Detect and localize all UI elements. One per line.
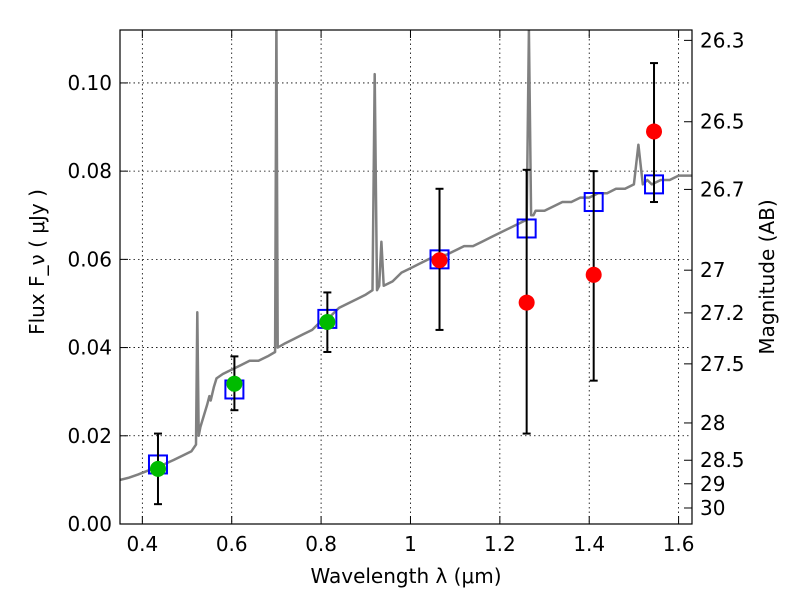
x-tick-label: 1.2 bbox=[484, 532, 516, 556]
y-right-tick-label: 28.5 bbox=[700, 448, 745, 472]
y-right-tick-label: 26.7 bbox=[700, 177, 745, 201]
x-axis-title: Wavelength λ (μm) bbox=[310, 564, 501, 588]
plot-data bbox=[120, 30, 692, 482]
y-tick-label: 0.00 bbox=[67, 512, 112, 536]
measurement-point bbox=[518, 294, 535, 311]
detection-point bbox=[226, 375, 243, 392]
detection-point bbox=[149, 460, 166, 477]
plot-frame bbox=[119, 29, 693, 525]
model-spectrum-line bbox=[120, 30, 692, 482]
x-tick-label: 0.8 bbox=[305, 532, 337, 556]
x-axis: 0.4 0.6 0.8 1 1.2 1.4 1.6 bbox=[126, 30, 695, 556]
y-tick-label: 0.10 bbox=[67, 71, 112, 95]
y-right-tick-label: 27.5 bbox=[700, 352, 745, 376]
y-right-tick-label: 26.3 bbox=[700, 28, 745, 52]
detection-point bbox=[319, 313, 336, 330]
y-axis-left: 0.00 0.02 0.04 0.06 0.08 0.10 bbox=[67, 71, 128, 536]
x-tick-label: 0.4 bbox=[126, 532, 158, 556]
y-axis-right-title: Magnitude (AB) bbox=[755, 199, 779, 354]
measurement-point bbox=[585, 266, 602, 283]
measurement-point bbox=[431, 252, 448, 269]
y-axis-title: Flux F_ν ( μJy ) bbox=[25, 189, 49, 335]
y-right-tick-label: 30 bbox=[700, 496, 725, 520]
measurement-point bbox=[646, 123, 663, 140]
grid-lines bbox=[120, 30, 692, 525]
y-right-tick-label: 26.5 bbox=[700, 110, 745, 134]
y-right-tick-label: 29 bbox=[700, 472, 725, 496]
x-tick-label: 1.4 bbox=[573, 532, 605, 556]
y-right-tick-label: 27.2 bbox=[700, 301, 745, 325]
y-tick-label: 0.06 bbox=[67, 247, 112, 271]
y-tick-label: 0.08 bbox=[67, 159, 112, 183]
y-right-tick-label: 28 bbox=[700, 411, 725, 435]
y-tick-label: 0.02 bbox=[67, 424, 112, 448]
y-right-tick-label: 27 bbox=[700, 258, 725, 282]
plot-area bbox=[120, 30, 692, 506]
x-tick-label: 1 bbox=[404, 532, 417, 556]
x-tick-label: 1.6 bbox=[663, 532, 695, 556]
x-tick-label: 0.6 bbox=[216, 532, 248, 556]
y-tick-label: 0.04 bbox=[67, 336, 112, 360]
